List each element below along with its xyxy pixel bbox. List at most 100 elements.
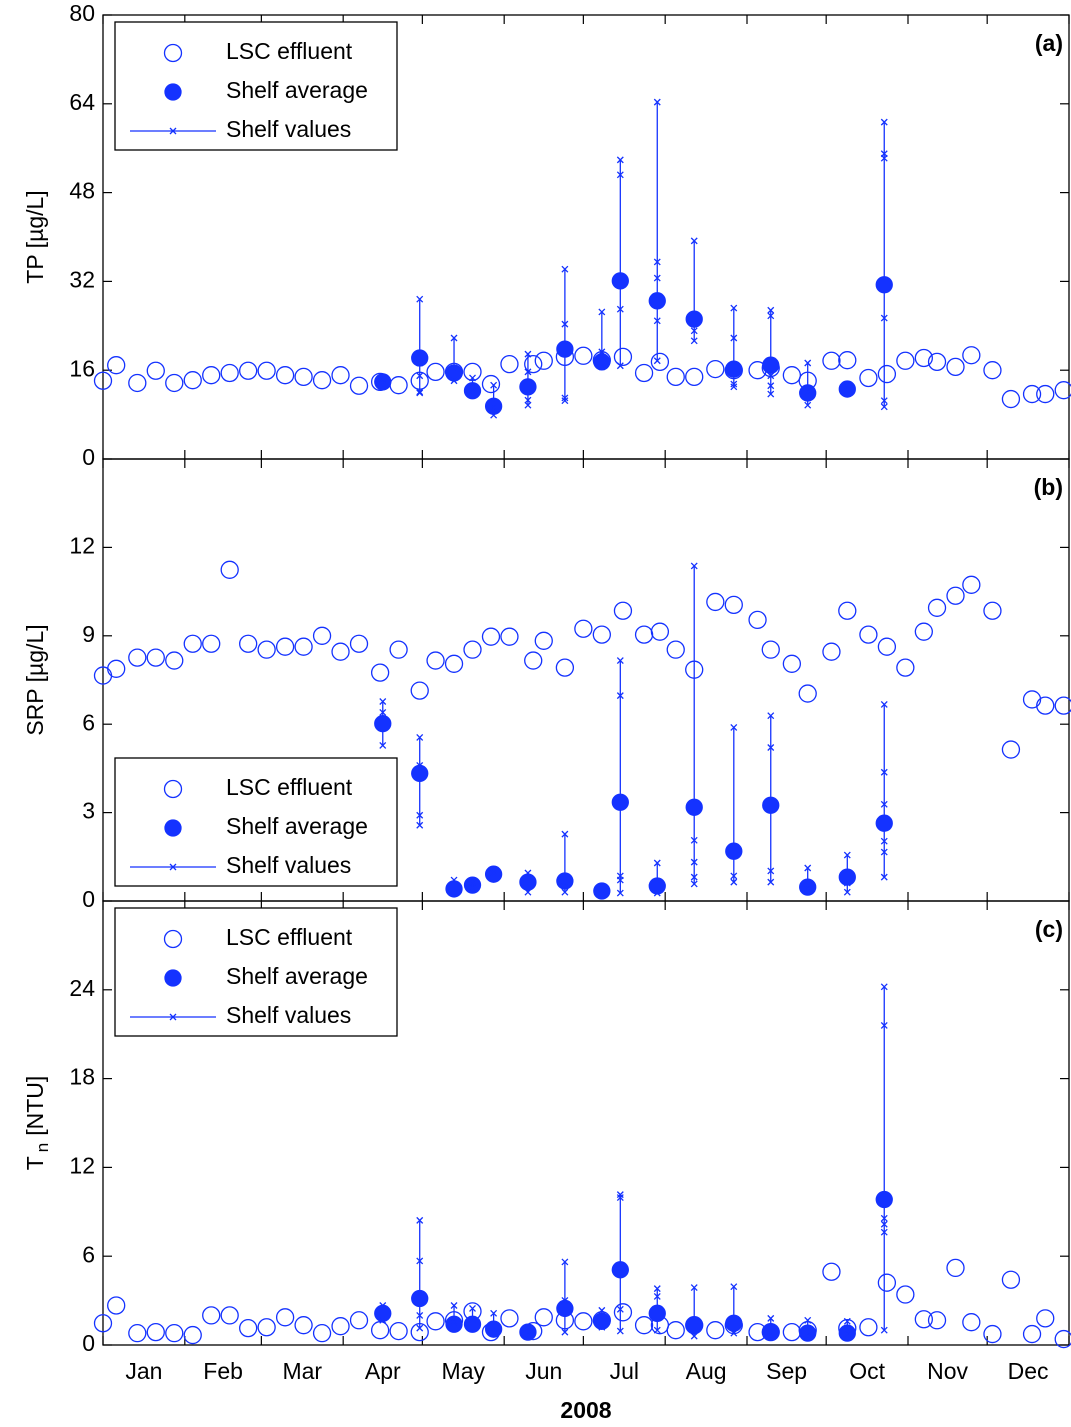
- shelf-value-cross: [843, 1330, 851, 1338]
- y-tick-label: 48: [69, 178, 95, 204]
- x-tick-label: Dec: [1008, 1358, 1049, 1384]
- shelf-value-cross: [416, 388, 424, 396]
- lsc-point: [146, 1322, 165, 1342]
- shelf-value-cross: [730, 1329, 738, 1337]
- shelf-value-cross: [616, 156, 624, 164]
- shelf-value-cross: [767, 382, 775, 390]
- shelf-value-cross: [690, 873, 698, 881]
- shelf-value-cross: [880, 768, 888, 776]
- shelf-value-cross: [653, 1326, 661, 1334]
- lsc-point: [312, 1324, 332, 1343]
- lsc-point: [1022, 384, 1042, 404]
- lsc-point: [706, 592, 725, 612]
- legend-marker: [164, 83, 182, 101]
- lsc-point: [927, 1311, 947, 1330]
- lsc-point: [782, 1322, 802, 1342]
- shelf-value-cross: [450, 1302, 458, 1309]
- shelf-value-cross: [730, 723, 738, 731]
- shelf-value-cross: [880, 1220, 888, 1228]
- lsc-point: [534, 631, 553, 650]
- shelf-value-cross: [524, 888, 532, 896]
- shelf-value-cross: [804, 864, 812, 872]
- lsc-point: [426, 1312, 445, 1331]
- shelf-value-cross: [616, 1194, 624, 1202]
- lsc-point: [239, 1318, 258, 1338]
- y-tick-label: 18: [69, 1064, 95, 1090]
- lsc-point: [93, 371, 113, 390]
- lsc-point: [349, 1311, 369, 1330]
- shelf-value-cross: [880, 397, 888, 405]
- lsc-point: [165, 651, 184, 670]
- lsc-point: [962, 1313, 981, 1332]
- panel-label: (a): [1035, 30, 1063, 56]
- shelf-value-cross: [379, 381, 387, 389]
- lsc-point: [463, 640, 482, 659]
- shelf-value-cross: [690, 836, 698, 844]
- shelf-value-cross: [653, 98, 661, 106]
- shelf-value-cross: [804, 885, 812, 893]
- lsc-point: [107, 659, 126, 678]
- legend-label: Shelf average: [226, 77, 368, 103]
- lsc-point: [183, 371, 202, 390]
- shelf-value-cross: [598, 1323, 606, 1331]
- x-tick-label: Aug: [686, 1358, 727, 1384]
- y-tick-label: 32: [69, 266, 95, 292]
- shelf-value-cross: [767, 712, 775, 720]
- lsc-point: [500, 627, 519, 646]
- lsc-point: [634, 625, 654, 644]
- x-tick-label: Jun: [525, 1358, 562, 1384]
- x-tick-label: Oct: [849, 1358, 885, 1384]
- shelf-value-cross: [880, 314, 888, 322]
- lsc-point: [1001, 740, 1021, 759]
- shelf-value-cross: [416, 359, 424, 367]
- shelf-value-cross: [730, 304, 738, 312]
- lsc-point: [859, 625, 878, 644]
- legend-box: [114, 757, 398, 887]
- shelf-value-cross: [524, 1331, 532, 1339]
- shelf-value-cross: [524, 368, 532, 376]
- lsc-point: [962, 346, 981, 365]
- y-tick-label: 12: [69, 1152, 95, 1178]
- x-tick-label: Mar: [282, 1358, 322, 1384]
- shelf-value-cross: [730, 878, 738, 886]
- shelf-value-cross: [379, 375, 387, 383]
- shelf-value-cross: [804, 1332, 812, 1340]
- lsc-point: [1054, 381, 1071, 400]
- lsc-point: [838, 601, 857, 620]
- shelf-value-cross: [616, 876, 624, 884]
- lsc-point: [165, 373, 184, 393]
- lsc-point: [257, 1318, 276, 1337]
- shelf-value-cross: [469, 383, 476, 391]
- legend-cross: [169, 127, 177, 135]
- shelf-value-cross: [767, 1332, 775, 1340]
- lsc-point: [294, 1316, 313, 1335]
- panel-label: (c): [1035, 916, 1063, 942]
- shelf-value-cross: [880, 154, 888, 162]
- shelf-value-cross: [561, 830, 569, 838]
- shelf-value-cross: [730, 383, 738, 391]
- lsc-point: [983, 1324, 1002, 1344]
- shelf-average-point: [484, 865, 503, 883]
- legend-marker: [164, 969, 182, 987]
- y-tick-label: 12: [69, 532, 95, 558]
- shelf-average-point: [593, 882, 611, 900]
- legend-marker: [163, 779, 183, 799]
- shelf-value-cross: [880, 403, 888, 411]
- shelf-value-cross: [469, 374, 476, 382]
- legend-box: [114, 21, 398, 151]
- lsc-point: [410, 681, 429, 700]
- y-tick-label: 3: [82, 798, 95, 824]
- lsc-point: [555, 658, 575, 677]
- lsc-point: [1054, 1329, 1071, 1349]
- x-tick-label: Feb: [203, 1358, 243, 1384]
- y-tick-label: 24: [69, 975, 95, 1001]
- shelf-value-cross: [653, 889, 661, 897]
- y-tick-label: 0: [82, 1330, 95, 1356]
- shelf-value-cross: [880, 118, 888, 126]
- shelf-value-cross: [880, 1228, 888, 1236]
- lsc-point: [128, 1324, 147, 1343]
- lsc-point: [349, 634, 369, 653]
- shelf-value-cross: [616, 305, 624, 313]
- lsc-point: [896, 658, 915, 677]
